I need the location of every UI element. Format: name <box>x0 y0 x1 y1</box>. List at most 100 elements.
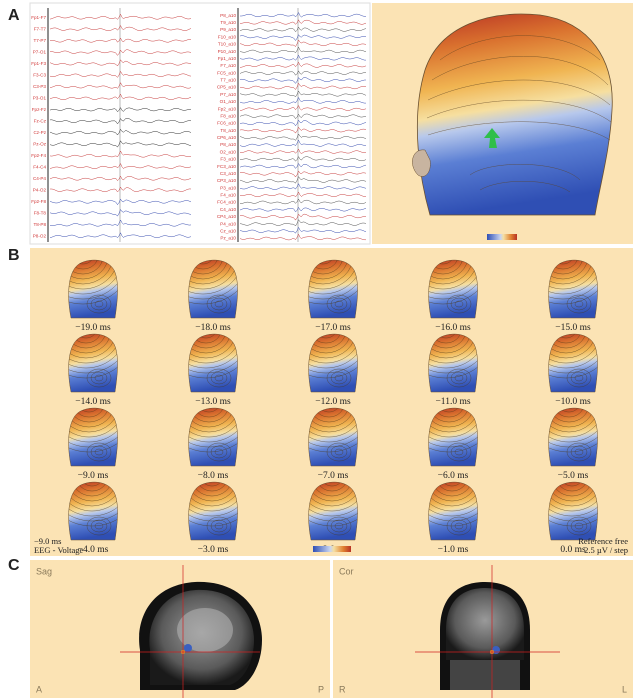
contours <box>428 260 478 314</box>
channel-label: Pz-Oz <box>33 141 46 146</box>
contour <box>433 408 465 418</box>
contour <box>188 334 238 369</box>
contour <box>428 408 478 453</box>
contour <box>454 374 464 382</box>
contour <box>548 260 579 270</box>
corner-time: −9.0 ms <box>34 536 61 546</box>
channel-label: Cz-Pz <box>33 130 46 135</box>
contour <box>72 260 94 265</box>
mri-coronal <box>415 565 560 698</box>
eeg-trace <box>50 186 192 193</box>
contour <box>556 482 588 492</box>
time-label: −14.0 ms <box>75 397 111 407</box>
contour <box>446 368 472 388</box>
channel-label: P4_a10 <box>220 221 236 226</box>
contour <box>308 260 358 305</box>
reference: Reference free <box>578 536 628 546</box>
contour <box>308 334 357 359</box>
contour <box>548 482 598 522</box>
contour <box>68 408 118 453</box>
head <box>428 259 478 319</box>
contour <box>548 260 598 290</box>
contour <box>548 334 598 369</box>
contour <box>188 482 238 517</box>
contour <box>548 408 598 453</box>
channel-label: CP6_a10 <box>217 135 237 140</box>
contour <box>308 408 350 423</box>
contours <box>68 408 118 462</box>
orientation: L <box>622 684 627 694</box>
contour <box>308 334 347 349</box>
channel-label: T8-P8 <box>33 222 46 227</box>
eeg-trace <box>239 104 367 111</box>
contour <box>86 516 112 536</box>
contour <box>71 482 113 497</box>
head <box>548 333 598 393</box>
contour <box>188 482 238 527</box>
contour <box>428 334 472 354</box>
contour <box>548 334 598 379</box>
contour <box>334 448 344 456</box>
eeg-trace <box>240 11 366 18</box>
contour <box>308 334 358 364</box>
channel-label: T7-P7 <box>33 38 46 43</box>
contour <box>548 260 598 305</box>
contour <box>428 408 478 443</box>
contour <box>548 334 598 374</box>
head <box>68 259 118 319</box>
eeg-trace <box>239 90 367 98</box>
contour <box>428 334 478 369</box>
eeg-trace <box>49 93 192 100</box>
contour <box>192 260 214 265</box>
contour <box>214 300 224 308</box>
eeg-trace <box>239 26 367 33</box>
contour <box>428 334 467 349</box>
contour <box>94 300 104 308</box>
time-label: −15.0 ms <box>555 323 591 333</box>
contour <box>428 482 478 517</box>
contour <box>81 482 103 487</box>
contour <box>548 482 598 517</box>
contour <box>548 482 598 502</box>
channel-label: P10_a10 <box>218 49 237 54</box>
channel-label: CP5_a10 <box>217 85 237 90</box>
contour <box>214 374 224 382</box>
contour <box>428 482 478 527</box>
time-label: −17.0 ms <box>315 323 351 333</box>
eeg-trace <box>49 198 192 206</box>
contour <box>68 334 118 369</box>
orientation: P <box>318 684 324 694</box>
contour <box>90 519 108 533</box>
head <box>68 407 118 467</box>
eeg-trace <box>49 219 192 227</box>
contour <box>68 408 118 443</box>
contours <box>308 334 358 388</box>
contour <box>321 482 343 487</box>
contour <box>68 260 99 270</box>
contour <box>90 371 108 385</box>
contour <box>548 334 592 354</box>
time-label: −8.0 ms <box>198 471 229 481</box>
contour <box>574 300 584 308</box>
contour <box>68 482 118 517</box>
time-label: −9.0 ms <box>78 471 109 481</box>
channel-label: C4_a10 <box>220 207 237 212</box>
contours <box>548 482 598 536</box>
eeg-trace <box>239 133 367 141</box>
contour <box>558 408 580 413</box>
contours <box>548 408 598 462</box>
channel-label: F10_a10 <box>218 34 237 39</box>
contour <box>435 334 457 339</box>
contours <box>188 482 238 536</box>
contour <box>210 371 228 385</box>
channel-label: CP3_a10 <box>217 178 237 183</box>
contour <box>570 297 588 311</box>
channel-label: F8-T8 <box>34 210 47 215</box>
contour <box>574 374 584 382</box>
contour <box>76 482 108 492</box>
channel-label: F7-T7 <box>34 26 47 31</box>
contour <box>570 519 588 533</box>
contours <box>188 260 238 314</box>
contour <box>548 482 598 507</box>
